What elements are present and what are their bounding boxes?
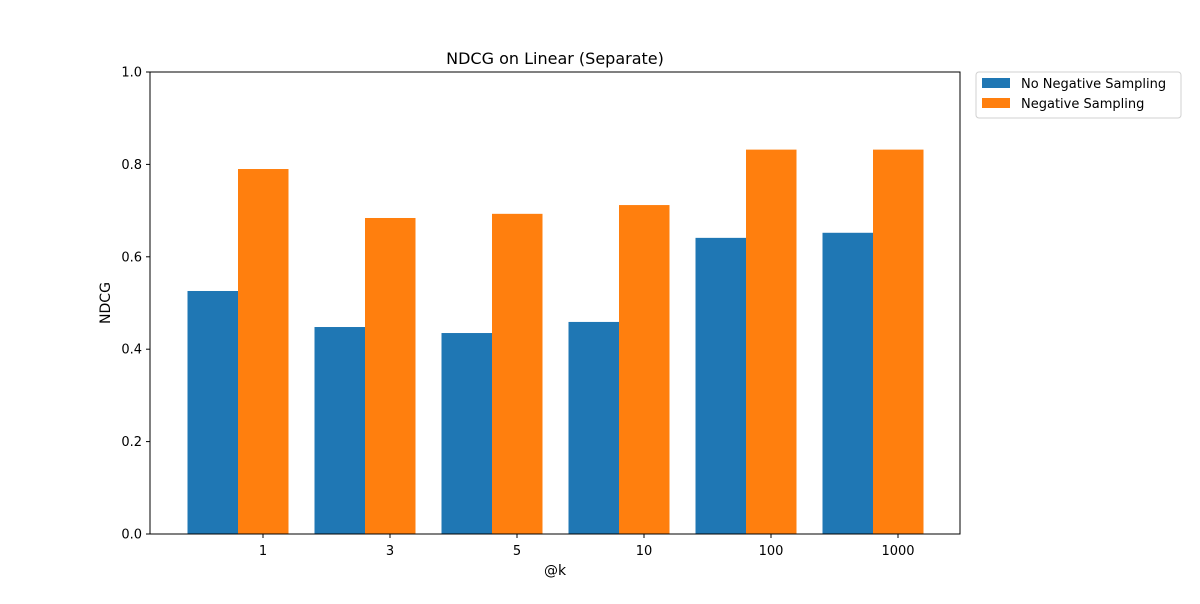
- x-tick-label: 10: [636, 544, 653, 559]
- bar-negative-sampling-5: [492, 213, 543, 534]
- bar-no-negative-sampling-3: [314, 327, 365, 534]
- bar-negative-sampling-3: [365, 217, 416, 535]
- plot-frame: [149, 71, 961, 535]
- y-tick-label: 0.4: [121, 343, 142, 358]
- y-axis-label: NDCG: [98, 282, 114, 324]
- bar-negative-sampling-1000: [873, 149, 924, 534]
- legend-swatch: [982, 98, 1010, 108]
- bar-negative-sampling-1: [238, 169, 289, 534]
- x-tick-label: 5: [513, 544, 521, 559]
- y-tick-label: 0.0: [121, 528, 142, 543]
- y-tick-label: 0.8: [121, 158, 142, 173]
- x-axis: 1 3 5 10 100 1000: [259, 534, 915, 559]
- x-tick-label: 3: [386, 544, 394, 559]
- bar-negative-sampling-100: [746, 149, 797, 534]
- legend-label: Negative Sampling: [1021, 97, 1144, 112]
- x-tick-label: 1000: [881, 544, 914, 559]
- bar-no-negative-sampling-1: [187, 290, 238, 534]
- legend-frame: [975, 71, 1182, 119]
- legend: No Negative Sampling Negative Sampling: [975, 71, 1182, 119]
- y-axis: 0.0 0.2 0.4 0.6 0.8 1.0: [121, 66, 150, 543]
- bars-layer: [187, 149, 924, 535]
- y-tick-label: 1.0: [121, 66, 142, 81]
- bar-no-negative-sampling-10: [568, 321, 619, 534]
- y-tick-label: 0.2: [121, 435, 142, 450]
- chart-title: NDCG on Linear (Separate): [446, 49, 664, 68]
- bar-no-negative-sampling-1000: [822, 232, 873, 534]
- y-tick-label: 0.6: [121, 250, 142, 265]
- legend-swatch: [982, 78, 1010, 88]
- x-axis-label: @k: [544, 563, 567, 579]
- bar-no-negative-sampling-100: [695, 237, 746, 535]
- x-tick-label: 100: [759, 544, 784, 559]
- x-tick-label: 1: [259, 544, 267, 559]
- bar-no-negative-sampling-5: [441, 333, 492, 534]
- bar-negative-sampling-10: [619, 205, 670, 534]
- legend-label: No Negative Sampling: [1021, 77, 1166, 92]
